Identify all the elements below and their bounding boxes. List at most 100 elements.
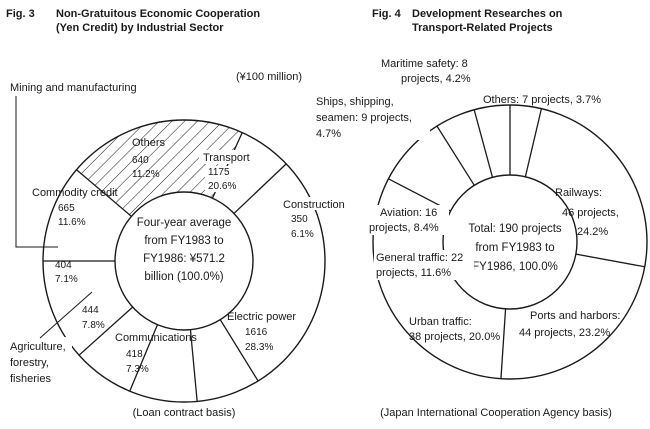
label-percent: 11.2% <box>132 169 160 180</box>
fig3-divider-agriculture-forestry-fisheries <box>189 329 198 402</box>
label-percent: 20.6% <box>208 181 236 192</box>
label-line-2: projects, 4.2% <box>401 73 471 85</box>
label-line-1: Maritime safety: 8 <box>381 58 468 70</box>
fig3-slices <box>43 120 325 402</box>
label-percent: 7.8% <box>82 320 105 331</box>
fig3-outer-ring <box>42 119 326 403</box>
fig4-divider-ships-shipping-seamen <box>436 125 475 186</box>
fig4-label-others: Others: 7 projects, 3.7% <box>483 94 601 106</box>
label-percent: 7.1% <box>55 274 78 285</box>
label-value: 418 <box>126 349 143 360</box>
fig4-label-general-traffic: General traffic: 22 projects, 11.6% <box>374 250 474 280</box>
label-percent: 6.1% <box>291 229 314 240</box>
fig3-label-communications: Communications 418 7.3% <box>115 332 197 375</box>
label-name: Others <box>132 137 166 149</box>
label-name: Transport <box>203 152 250 164</box>
fig3-footer: (Loan contract basis) <box>133 407 236 419</box>
label-line-1: Aviation: 16 <box>380 207 437 219</box>
label-line-2: projects, 8.4% <box>369 222 439 234</box>
fig3-divider-transport <box>76 169 132 217</box>
fig3-slice-others <box>43 169 132 261</box>
label-line-1: Others: 7 projects, 3.7% <box>483 94 601 106</box>
fig4-slice-urban-traffic <box>377 258 506 379</box>
fig3-center-line-1: Four-year average <box>137 217 232 229</box>
label-line-1: Ports and harbors: <box>530 310 621 322</box>
fig4-slice-ports-and-harbors <box>500 254 645 379</box>
label-value: 350 <box>291 214 308 225</box>
fig3-divider-electric-power <box>233 163 287 214</box>
label-name-line-2: forestry, <box>10 357 49 369</box>
label-backdrop <box>379 56 485 87</box>
label-name: Electric power <box>227 311 296 323</box>
fig4-title-line-1: Development Researches on <box>412 8 563 20</box>
fig4-label-urban: Urban traffic: 38 projects, 20.0% <box>409 316 500 343</box>
label-value: 640 <box>132 155 149 166</box>
fig4-label-ports: Ports and harbors: 44 projects, 23.2% <box>519 310 621 339</box>
fig3-slice-agriculture-forestry-fisheries <box>129 324 198 402</box>
leader-line <box>15 96 58 248</box>
fig4-slice-railways <box>525 108 647 267</box>
fig4-inner-ring <box>442 174 578 310</box>
fig4-slice-others <box>510 105 542 177</box>
fig3-label-mining: Mining and manufacturing 404 7.1% <box>10 82 137 285</box>
label-name-line-3: fisheries <box>10 373 51 385</box>
fig3-slice-electric-power <box>220 163 325 381</box>
fig4-outer-ring <box>372 104 648 380</box>
label-value: 1616 <box>245 327 268 338</box>
label-backdrop <box>205 166 241 192</box>
label-name: Commodity credit <box>32 187 118 199</box>
fig3-slice-commodity-credit <box>43 261 133 356</box>
label-line-2: 38 projects, 20.0% <box>409 331 500 343</box>
fig4-label-maritime: Maritime safety: 8 projects, 4.2% <box>379 56 485 87</box>
fig3-center-line-3: FY1986: ¥571.2 <box>143 253 225 265</box>
fig3-slice-communications <box>190 319 259 402</box>
fig4-chart: Fig. 4 Development Researches on Transpo… <box>314 8 648 419</box>
fig4-center-line-2: from FY1983 to <box>475 242 554 254</box>
label-value: 1175 <box>208 167 230 178</box>
label-backdrop <box>199 150 251 164</box>
fig4-label-aviation: Aviation: 16 projects, 8.4% <box>367 205 449 235</box>
fig3-label-electric-power: Electric power 1616 28.3% <box>227 311 296 353</box>
label-backdrop <box>374 250 474 280</box>
label-percent: 11.6% <box>58 217 86 228</box>
label-value: 444 <box>82 305 99 316</box>
fig4-divider-railways <box>524 108 543 177</box>
label-backdrop <box>367 205 449 235</box>
fig4-label-ships: Ships, shipping, seamen: 9 projects, 4.7… <box>314 93 430 140</box>
fig4-center-line-3: FY1986, 100.0% <box>472 261 558 273</box>
label-name: Mining and manufacturing <box>10 82 137 94</box>
label-name-line-1: Agriculture, <box>10 341 66 353</box>
label-line-2: 44 projects, 23.2% <box>519 327 610 339</box>
fig3-chart: Fig. 3 Non-Gratuitous Economic Cooperati… <box>6 8 345 419</box>
fig4-divider-ports-and-harbors <box>575 253 645 268</box>
fig3-label-transport: Transport 1175 20.6% <box>199 150 251 192</box>
label-backdrop <box>8 337 72 389</box>
leader-line <box>39 291 93 339</box>
fig3-label-construction: Construction 350 6.1% <box>281 197 345 240</box>
fig4-number: Fig. 4 <box>372 8 402 20</box>
label-line-3: 4.7% <box>316 128 341 140</box>
fig4-label-railways: Railways: 46 projects, 24.2% <box>555 187 619 238</box>
fig3-inner-ring <box>114 191 254 331</box>
fig3-slice-transport <box>76 120 243 217</box>
fig4-title-line-2: Transport-Related Projects <box>412 22 553 34</box>
fig4-slice-maritime-safety <box>474 105 510 178</box>
label-name: Communications <box>115 332 197 344</box>
label-backdrop <box>314 93 430 140</box>
label-line-3: 24.2% <box>577 226 608 238</box>
fig4-slice-ships-shipping-seamen <box>436 109 493 186</box>
label-line-2: projects, 11.6% <box>376 267 451 279</box>
fig3-title-line-1: Non-Gratuitous Economic Cooperation <box>56 8 260 20</box>
fig4-divider-urban-traffic <box>500 308 507 379</box>
fig4-center-line-1: Total: 190 projects <box>468 223 562 235</box>
label-line-2: seamen: 9 projects, <box>316 112 412 124</box>
fig3-center-line-4: billion (100.0%) <box>144 271 223 283</box>
fig3-divider-communications <box>219 319 259 382</box>
label-line-2: 46 projects, <box>562 207 619 219</box>
label-name: Construction <box>283 199 345 211</box>
label-line-1: General traffic: 22 <box>376 252 463 264</box>
fig3-slice-construction <box>212 132 287 214</box>
label-percent: 28.3% <box>245 342 273 353</box>
label-value: 404 <box>55 260 72 271</box>
